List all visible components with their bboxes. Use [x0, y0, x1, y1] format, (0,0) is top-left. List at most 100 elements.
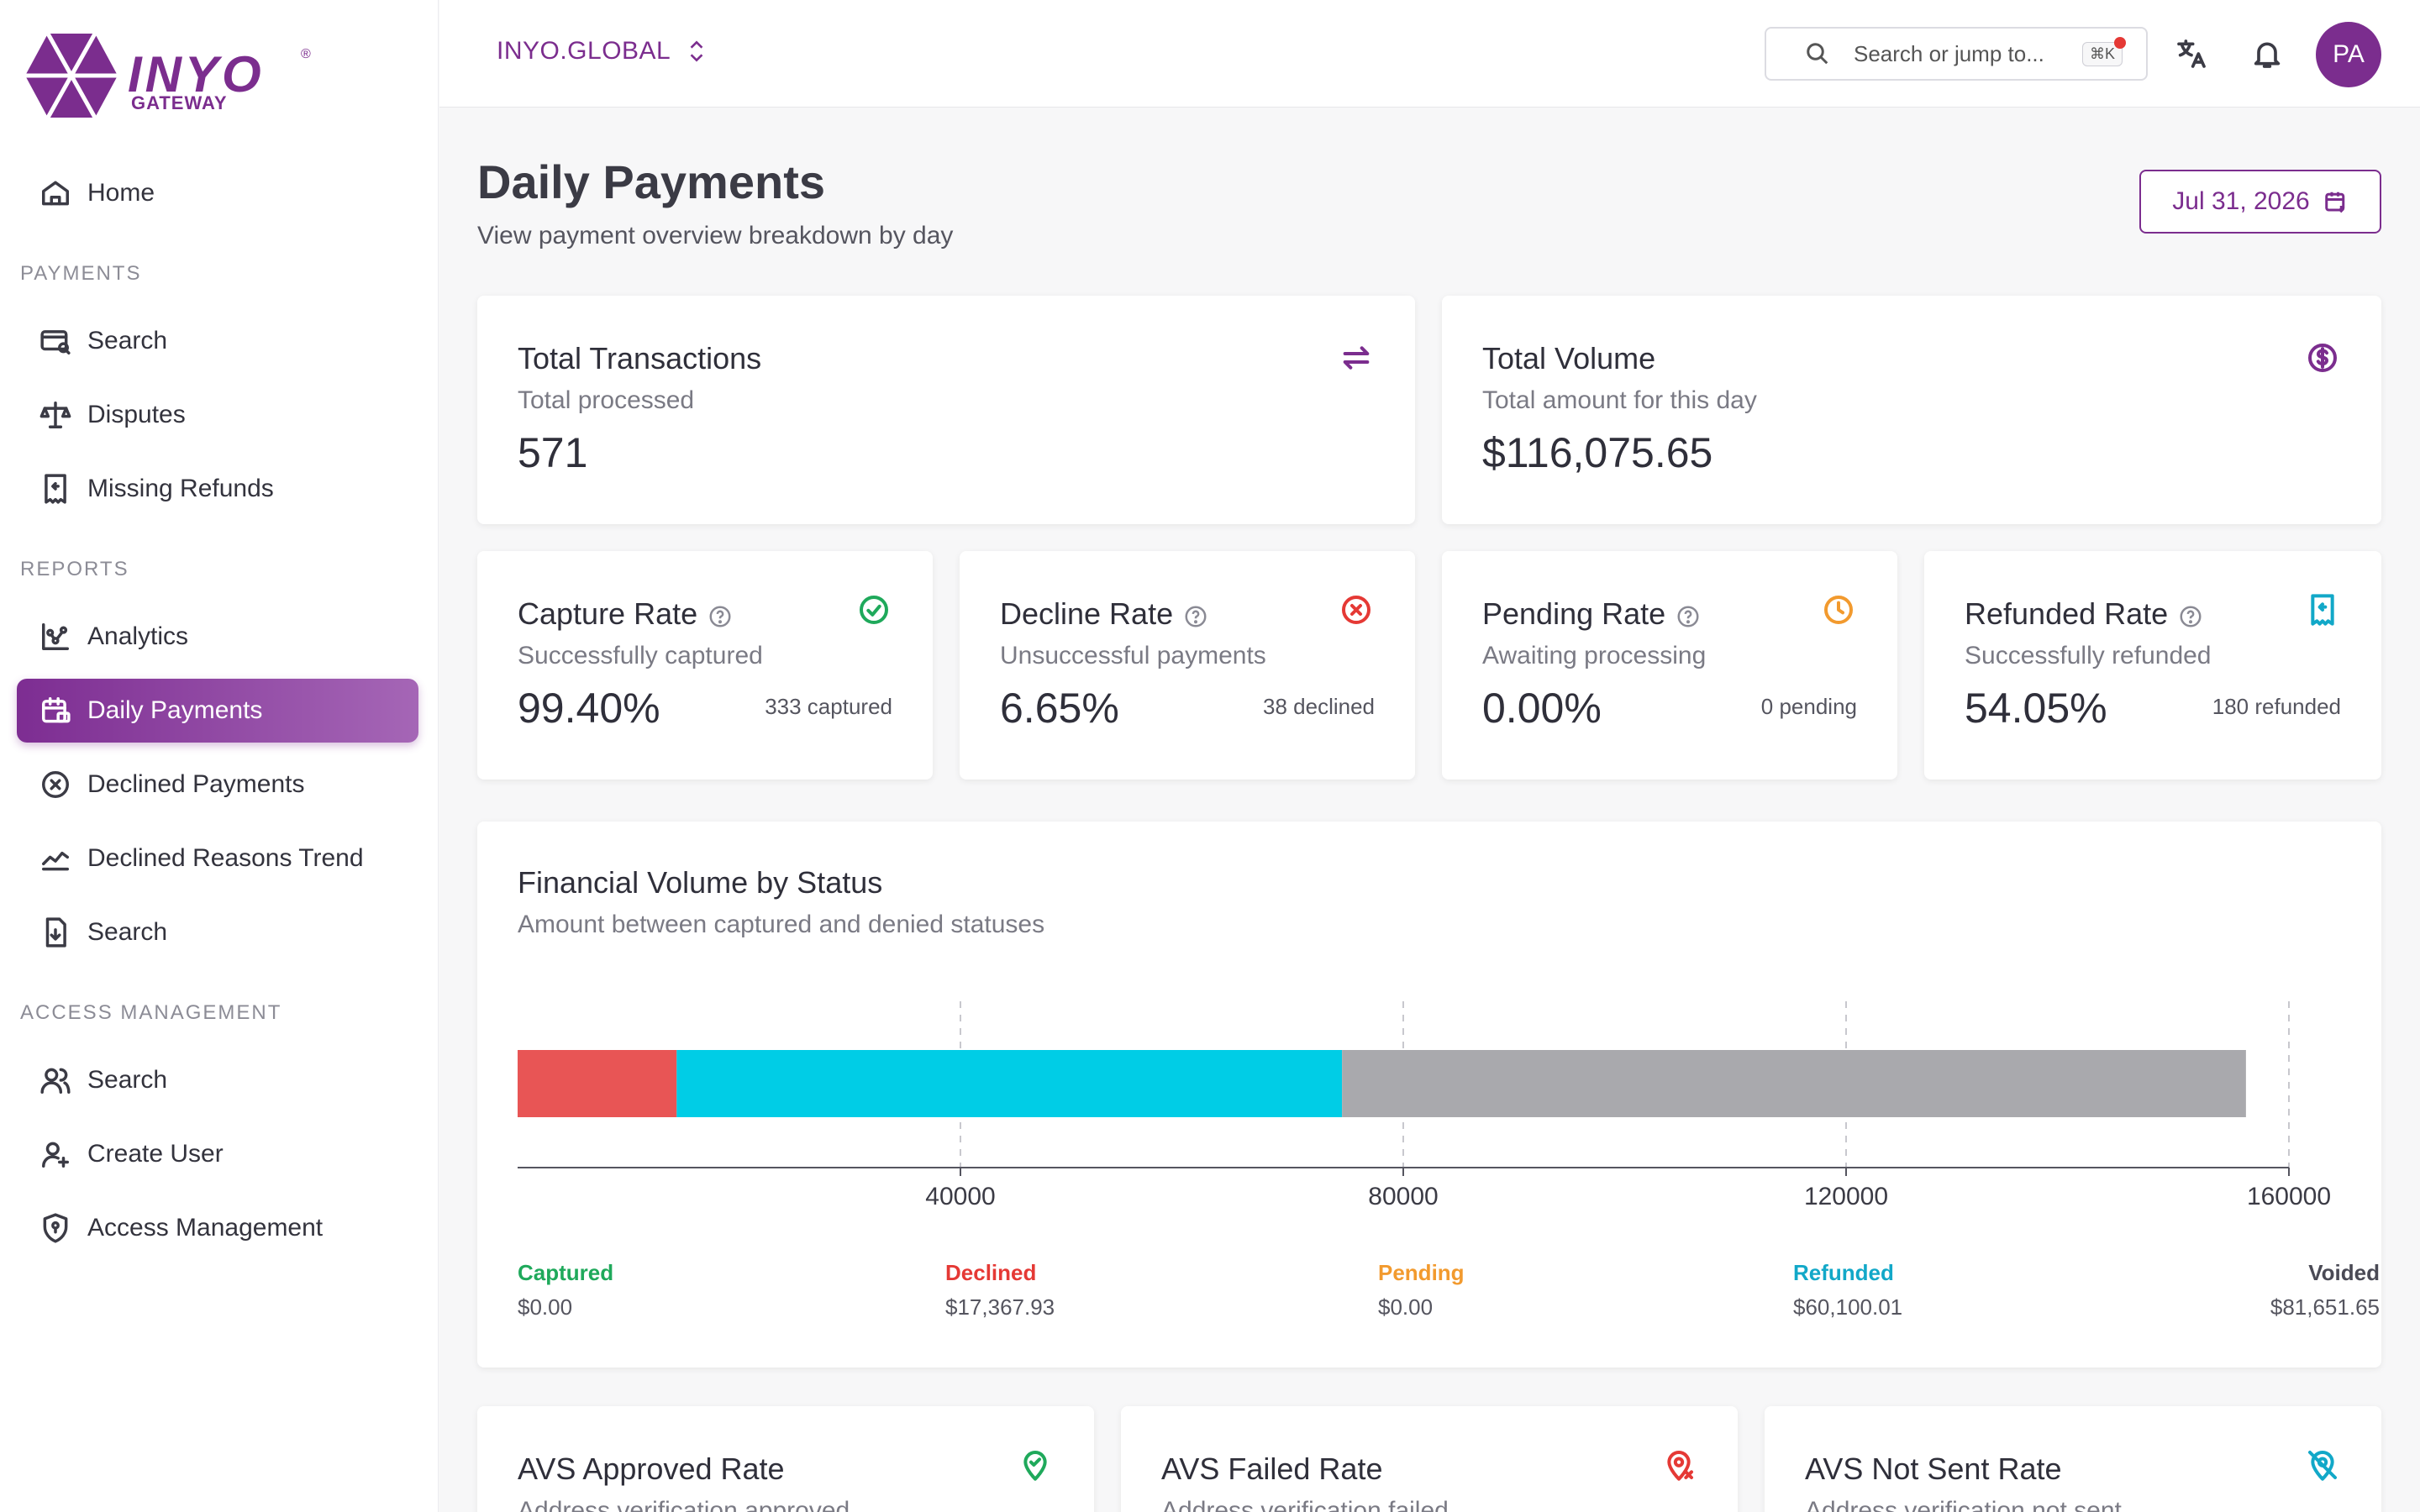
legend-label: Declined [945, 1260, 1037, 1285]
scale-icon [39, 398, 72, 432]
card-value: $116,075.65 [1482, 429, 1713, 476]
card-subtitle: Total processed [518, 386, 695, 414]
card-search-icon [39, 324, 72, 358]
tick-label: 80000 [1368, 1183, 1438, 1210]
translate-icon [2177, 39, 2206, 68]
card-title: AVS Approved Rate [518, 1452, 785, 1486]
card-subtitle: Amount between captured and denied statu… [518, 911, 1045, 938]
sidebar-section-payments: PAYMENTS [20, 262, 142, 285]
legend-value: $0.00 [518, 1294, 573, 1320]
global-search[interactable]: ⌘K [1765, 27, 2148, 81]
receipt-refund-icon [2304, 591, 2341, 628]
card-title: Capture Rate [518, 596, 733, 632]
sidebar-item-reports-search[interactable]: Search [17, 900, 418, 964]
org-switcher[interactable]: INYO.GLOBAL [497, 37, 708, 66]
card-subtitle: Address verification approved [518, 1497, 850, 1512]
notifications-button[interactable] [2247, 34, 2287, 74]
avs-failed-card: AVS Failed Rate Address verification fai… [1121, 1406, 1738, 1512]
sidebar-item-label: Missing Refunds [87, 475, 274, 502]
card-subtitle: Total amount for this day [1482, 386, 1757, 414]
card-count: 180 refunded [2212, 694, 2341, 719]
search-input[interactable] [1854, 40, 2064, 67]
swap-arrows-icon [1338, 339, 1375, 376]
user-plus-icon [39, 1137, 72, 1171]
card-title-text: Pending Rate [1482, 596, 1666, 631]
legend-value: $60,100.01 [1793, 1294, 1903, 1320]
search-icon [1807, 43, 1828, 65]
sidebar-item-declined-payments[interactable]: Declined Payments [17, 753, 418, 816]
selected-date: Jul 31, 2026 [2172, 187, 2310, 215]
sidebar-item-label: Declined Payments [87, 770, 305, 798]
avs-not-sent-card: AVS Not Sent Rate Address verification n… [1765, 1406, 2381, 1512]
legend-pending: Pending $0.00 [1378, 1260, 1465, 1320]
card-title-text: Refunded Rate [1965, 596, 2169, 631]
sidebar-item-missing-refunds[interactable]: Missing Refunds [17, 457, 418, 521]
sidebar-item-label: Access Management [87, 1214, 324, 1242]
date-picker-button[interactable]: Jul 31, 2026 [2139, 170, 2381, 234]
sidebar-item-access-management[interactable]: Access Management [17, 1196, 418, 1260]
check-circle-icon [855, 591, 892, 628]
sidebar-item-payments-search[interactable]: Search [17, 309, 418, 373]
legend-value: $81,651.65 [2270, 1294, 2380, 1320]
help-icon[interactable] [2178, 601, 2203, 627]
tick-label: 120000 [1804, 1183, 1888, 1210]
card-subtitle: Unsuccessful payments [1000, 642, 1266, 669]
sidebar-item-label: Declined Reasons Trend [87, 844, 364, 872]
card-value: 0.00% [1482, 685, 1602, 732]
calendar-card-icon [39, 694, 72, 727]
card-value: 6.65% [1000, 685, 1119, 732]
sidebar-item-disputes[interactable]: Disputes [17, 383, 418, 447]
bar-segment-declined [518, 1050, 677, 1117]
card-subtitle: Successfully captured [518, 642, 763, 669]
bar-segment-voided [1342, 1050, 2246, 1117]
home-icon [39, 176, 72, 210]
dollar-circle-icon [2304, 339, 2341, 376]
chevron-up-down-icon [690, 40, 703, 62]
total-transactions-card: Total Transactions Total processed 571 [477, 296, 1415, 524]
sidebar-item-label: Search [87, 1066, 168, 1094]
location-off-icon [2304, 1446, 2341, 1483]
sidebar-item-label: Create User [87, 1140, 224, 1168]
sidebar-item-users-search[interactable]: Search [17, 1048, 418, 1112]
legend-value: $0.00 [1378, 1294, 1434, 1320]
card-subtitle: Address verification failed [1161, 1497, 1449, 1512]
brand-logo[interactable]: INYO ® GATEWAY [25, 32, 328, 119]
file-download-icon [39, 916, 72, 949]
help-icon[interactable] [708, 601, 733, 627]
location-check-icon [1017, 1446, 1054, 1483]
help-icon[interactable] [1676, 601, 1701, 627]
card-title: Pending Rate [1482, 596, 1701, 632]
brand-subtitle: GATEWAY [131, 92, 228, 113]
card-title: Financial Volume by Status [518, 865, 883, 900]
hexagon-logo-icon [25, 32, 118, 119]
sidebar-item-home[interactable]: Home [17, 161, 418, 225]
legend-label: Refunded [1793, 1260, 1894, 1285]
sidebar-item-daily-payments[interactable]: Daily Payments [17, 679, 418, 743]
help-icon[interactable] [1183, 601, 1208, 627]
sidebar-item-create-user[interactable]: Create User [17, 1122, 418, 1186]
sidebar-item-analytics[interactable]: Analytics [17, 605, 418, 669]
x-circle-icon [39, 768, 72, 801]
translate-button[interactable] [2171, 34, 2212, 74]
sidebar-item-label: Analytics [87, 622, 189, 650]
card-count: 0 pending [1760, 694, 1857, 719]
legend-label: Captured [518, 1260, 614, 1285]
top-header: INYO.GLOBAL ⌘K PA [439, 0, 2420, 108]
avatar[interactable]: PA [2316, 22, 2381, 87]
legend-label: Voided [2308, 1260, 2380, 1285]
brand-name: INYO [128, 46, 265, 102]
card-title: Decline Rate [1000, 596, 1208, 632]
legend-voided: Voided $81,651.65 [2270, 1260, 2380, 1320]
sidebar-item-declined-reasons-trend[interactable]: Declined Reasons Trend [17, 827, 418, 890]
card-value: 99.40% [518, 685, 660, 732]
card-value: 54.05% [1965, 685, 2107, 732]
refunded-rate-card: Refunded Rate Successfully refunded 54.0… [1924, 551, 2381, 780]
card-value: 571 [518, 429, 588, 476]
org-name: INYO.GLOBAL [497, 37, 671, 65]
notification-dot [2114, 37, 2126, 49]
bar-segment-refunded [676, 1050, 1343, 1117]
card-title: Refunded Rate [1965, 596, 2203, 632]
card-count: 38 declined [1263, 694, 1375, 719]
receipt-refund-icon [39, 472, 72, 506]
card-title: Total Transactions [518, 341, 762, 375]
